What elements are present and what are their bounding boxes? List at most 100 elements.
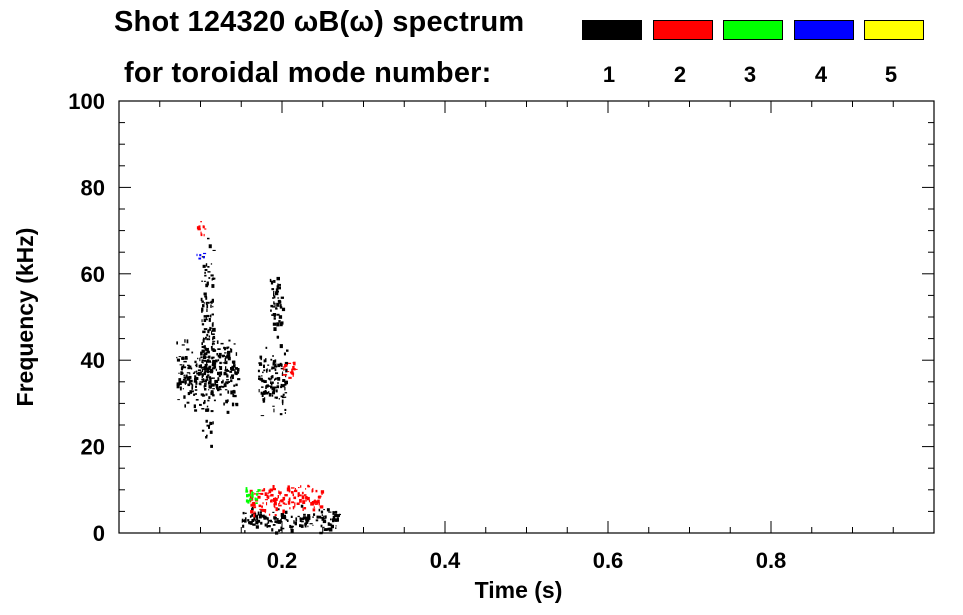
spectral-pixel <box>204 228 207 230</box>
spectral-pixel <box>217 377 220 381</box>
spectral-pixel <box>207 374 210 377</box>
spectral-pixel <box>203 353 206 357</box>
spectral-pixel <box>312 524 314 526</box>
spectral-pixel <box>268 496 270 499</box>
spectral-pixel <box>217 348 221 350</box>
spectral-pixel <box>270 499 274 501</box>
spectral-pixel <box>294 489 298 493</box>
spectral-pixel <box>271 391 275 395</box>
spectral-pixel <box>297 492 300 495</box>
spectral-pixel <box>265 385 267 390</box>
spectral-pixel <box>273 302 276 304</box>
spectral-pixel <box>269 378 271 381</box>
spectral-pixel <box>285 519 288 521</box>
spectral-pixel <box>272 360 275 364</box>
spectral-pixel <box>218 386 222 389</box>
spectral-pixel <box>273 301 275 305</box>
spectral-pixel <box>275 291 279 293</box>
spectral-pixel <box>187 383 191 387</box>
spectral-pixel <box>279 362 282 367</box>
spectral-pixel <box>212 342 215 345</box>
spectral-pixel <box>204 269 208 271</box>
spectral-pixel <box>280 526 282 530</box>
spectral-pixel <box>206 308 208 312</box>
spectral-pixel <box>307 525 309 528</box>
spectral-pixel <box>278 398 280 400</box>
spectral-pixel <box>226 410 230 414</box>
spectral-pixel <box>279 344 283 349</box>
spectral-pixel <box>202 225 205 229</box>
spectral-pixel <box>212 363 214 365</box>
spectral-pixel <box>274 368 277 372</box>
spectral-pixel <box>220 342 224 345</box>
spectral-pixel <box>330 524 332 526</box>
spectral-pixel <box>248 521 252 525</box>
spectral-pixel <box>302 500 306 504</box>
spectral-pixel <box>270 358 273 361</box>
spectral-pixel <box>202 264 206 268</box>
spectral-pixel <box>326 508 330 512</box>
spectral-pixel <box>208 365 212 369</box>
spectral-pixel <box>236 371 240 374</box>
spectral-pixel <box>307 484 310 488</box>
spectral-pixel <box>233 364 236 368</box>
spectral-pixel <box>204 355 206 357</box>
spectral-pixel <box>253 493 256 495</box>
spectral-pixel <box>266 494 269 499</box>
spectral-pixel <box>179 364 183 366</box>
spectral-pixel <box>279 504 282 507</box>
spectral-pixel <box>282 368 286 370</box>
spectral-pixel <box>208 338 211 341</box>
spectral-pixel <box>281 515 285 519</box>
spectral-pixel <box>218 354 222 359</box>
spectral-pixel <box>182 372 184 375</box>
spectral-pixel <box>278 283 281 286</box>
spectral-pixel <box>188 377 191 379</box>
spectral-pixel <box>273 327 277 331</box>
spectral-pixel <box>233 394 237 398</box>
spectral-pixel <box>323 528 326 531</box>
spectral-pixel <box>206 359 210 363</box>
spectral-pixel <box>279 501 281 504</box>
spectral-pixel <box>264 492 267 496</box>
spectral-pixel <box>203 280 206 282</box>
spectral-pixel <box>290 515 293 518</box>
spectral-pixel <box>274 365 278 368</box>
spectral-pixel <box>294 488 296 490</box>
spectral-feature-mode-2 <box>249 484 325 518</box>
spectral-pixel <box>203 302 206 304</box>
spectral-pixel <box>226 360 228 364</box>
spectral-pixel <box>206 301 210 304</box>
spectral-pixel <box>261 386 264 388</box>
spectral-pixel <box>263 359 266 363</box>
spectral-pixel <box>203 292 207 296</box>
spectral-pixel <box>223 383 227 388</box>
spectral-pixel <box>208 396 211 399</box>
spectral-pixel <box>274 304 276 307</box>
spectral-pixel <box>207 369 210 374</box>
spectral-pixel <box>209 327 211 331</box>
spectral-pixel <box>291 491 294 493</box>
spectral-pixel <box>201 359 204 362</box>
spectral-pixel <box>210 383 213 387</box>
spectral-pixel <box>284 396 287 398</box>
spectral-pixel <box>262 371 264 374</box>
spectral-pixel <box>297 515 300 518</box>
spectral-pixel <box>225 399 228 404</box>
spectral-pixel <box>181 365 184 370</box>
spectral-pixel <box>206 314 210 318</box>
plot-frame <box>118 100 935 534</box>
spectral-pixel <box>324 528 328 531</box>
spectral-pixel <box>206 376 208 380</box>
spectral-pixel <box>207 237 210 240</box>
spectral-pixel <box>272 355 274 357</box>
spectral-pixel <box>273 500 275 502</box>
spectral-pixel <box>262 502 264 505</box>
spectral-pixel <box>182 378 185 381</box>
spectral-pixel <box>201 307 204 312</box>
spectral-pixel <box>323 520 327 523</box>
spectral-pixel <box>273 280 276 283</box>
spectral-pixel <box>208 355 211 359</box>
y-tick-label: 40 <box>81 348 105 373</box>
spectral-pixel <box>269 278 272 283</box>
